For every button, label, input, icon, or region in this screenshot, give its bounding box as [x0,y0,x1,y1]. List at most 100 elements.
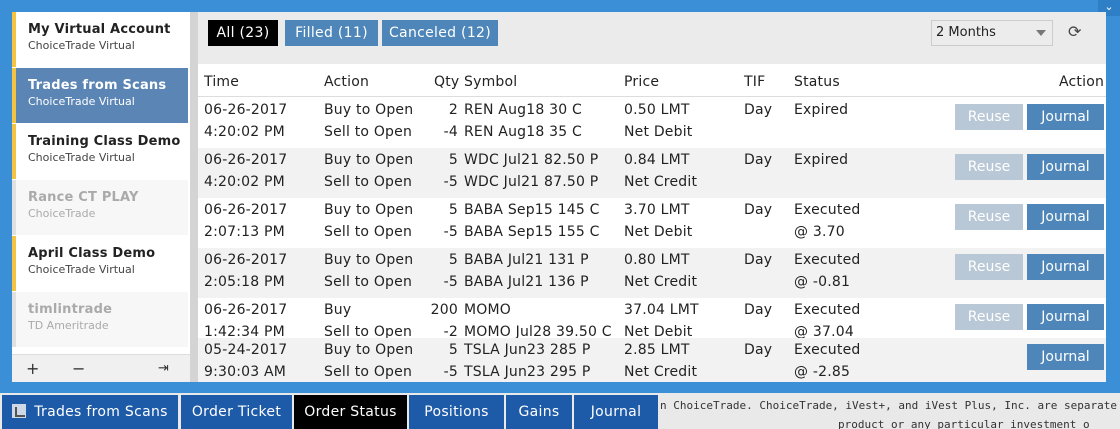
account-item-rance-ct-play[interactable]: Rance CT PLAY ChoiceTrade [12,180,188,235]
reuse-button[interactable]: Reuse [955,304,1023,330]
journal-button[interactable]: Journal [1027,304,1104,330]
order-qty-leg1: 2 [448,102,458,118]
order-action-leg1: Buy to Open [324,252,414,268]
order-action-leg1: Buy to Open [324,152,414,168]
disclaimer-line-1: n ChoiceTrade. ChoiceTrade, iVest+, and … [660,399,1120,412]
journal-button[interactable]: Journal [1027,254,1104,280]
tab-gains[interactable]: Gains [506,395,572,429]
journal-button[interactable]: Journal [1027,154,1104,180]
remove-account-icon[interactable]: − [72,359,86,378]
order-symbol-leg1: MOMO [464,302,511,318]
column-header-action: Action [324,74,370,90]
logout-icon[interactable]: ⇥ [158,361,169,376]
journal-button[interactable]: Journal [1027,204,1104,230]
order-tif: Day [744,302,773,318]
order-price-type: Net Debit [624,224,693,240]
tab-label: Trades from Scans [34,404,168,420]
order-time: 4:20:02 PM [204,124,285,140]
order-time: 9:30:03 AM [204,364,287,380]
order-qty-leg1: 5 [448,252,458,268]
filter-bar: All (23) Filled (11) Canceled (12) 2 Mon… [198,12,1106,64]
reuse-button[interactable]: Reuse [955,254,1023,280]
disclaimer-line-2: product or any particular investment o [838,418,1090,429]
order-qty-leg1: 200 [430,302,458,318]
order-symbol-leg1: BABA Jul21 131 P [464,252,589,268]
bottom-nav: Trades from Scans Order Ticket Order Sta… [0,393,1120,429]
order-symbol-leg2: WDC Jul21 87.50 P [464,174,599,190]
order-date: 06-26-2017 [204,102,288,118]
account-broker: ChoiceTrade Virtual [28,39,135,52]
reuse-button[interactable]: Reuse [955,204,1023,230]
order-time: 1:42:34 PM [204,324,285,340]
period-select-value: 2 Months [936,25,996,40]
journal-button[interactable]: Journal [1027,344,1104,370]
order-price-type: Net Debit [624,124,693,140]
order-action-leg1: Buy to Open [324,102,414,118]
add-account-icon[interactable]: + [26,359,40,378]
order-price-type: Net Debit [624,324,693,340]
order-qty-leg2: -5 [443,364,458,380]
order-action-leg2: Sell to Open [324,324,413,340]
account-item-my-virtual-account[interactable]: My Virtual Account ChoiceTrade Virtual [12,12,188,67]
order-tif: Day [744,202,773,218]
refresh-icon[interactable]: ⟳ [1068,22,1082,41]
order-qty-leg1: 5 [448,202,458,218]
order-symbol-leg1: WDC Jul21 82.50 P [464,152,599,168]
order-fill-price: @ -2.85 [794,364,851,380]
table-row: 06-26-2017 2:07:13 PM Buy to Open Sell to O… [198,198,1106,248]
order-symbol-leg1: REN Aug18 30 C [464,102,582,118]
order-price: 37.04 LMT [624,302,699,318]
tab-trades-from-scans[interactable]: Trades from Scans [2,395,178,429]
order-price: 0.84 LMT [624,152,690,168]
order-fill-price: @ -0.81 [794,274,851,290]
column-header-time: Time [204,74,240,90]
order-price-type: Net Credit [624,174,698,190]
tab-positions[interactable]: Positions [409,395,504,429]
column-header-tif: TIF [744,74,766,90]
pane-splitter[interactable] [190,12,198,382]
reuse-button[interactable]: Reuse [955,104,1023,130]
order-symbol-leg2: TSLA Jun23 295 P [464,364,591,380]
tab-canceled[interactable]: Canceled (12) [382,20,498,46]
account-broker: TD Ameritrade [28,319,109,332]
order-price: 0.80 LMT [624,252,690,268]
account-broker: ChoiceTrade Virtual [28,95,135,108]
order-status: Executed [794,202,861,218]
journal-button[interactable]: Journal [1027,104,1104,130]
chevron-down-icon [1036,30,1046,36]
order-status: Executed [794,302,861,318]
column-header-actions: Action [1059,74,1105,90]
tab-order-status[interactable]: Order Status [294,395,407,429]
order-qty-leg2: -5 [443,274,458,290]
account-broker: ChoiceTrade Virtual [28,151,135,164]
order-date: 06-26-2017 [204,302,288,318]
header-divider [198,96,1106,97]
account-item-training-class-demo[interactable]: Training Class Demo ChoiceTrade Virtual [12,124,188,179]
table-row: 06-26-2017 1:42:34 PM Buy Sell to Open 200 -2… [198,298,1106,340]
order-action-leg2: Sell to Open [324,174,413,190]
column-header-symbol: Symbol [464,74,518,90]
tab-journal[interactable]: Journal [574,395,658,429]
accounts-sidebar: My Virtual Account ChoiceTrade Virtual T… [12,12,190,382]
order-tif: Day [744,252,773,268]
account-item-april-class-demo[interactable]: April Class Demo ChoiceTrade Virtual [12,236,188,291]
account-item-timlintrade[interactable]: timlintrade TD Ameritrade [12,292,188,347]
order-time: 4:20:02 PM [204,174,285,190]
account-name: Rance CT PLAY [28,190,139,205]
order-date: 06-26-2017 [204,152,288,168]
tab-all[interactable]: All (23) [208,20,278,46]
scan-chart-icon [12,404,27,418]
account-name: Trades from Scans [28,78,167,93]
order-date: 06-26-2017 [204,252,288,268]
column-header-status: Status [794,74,840,90]
order-status: Expired [794,152,849,168]
account-item-trades-from-scans[interactable]: Trades from Scans ChoiceTrade Virtual [12,68,188,123]
reuse-button[interactable]: Reuse [955,154,1023,180]
tab-order-ticket[interactable]: Order Ticket [181,395,292,429]
tab-filled[interactable]: Filled (11) [285,20,378,46]
order-price: 2.85 LMT [624,342,690,358]
order-status: Executed [794,252,861,268]
order-qty-leg1: 5 [448,152,458,168]
order-status: Expired [794,102,849,118]
period-select[interactable]: 2 Months [931,20,1053,46]
